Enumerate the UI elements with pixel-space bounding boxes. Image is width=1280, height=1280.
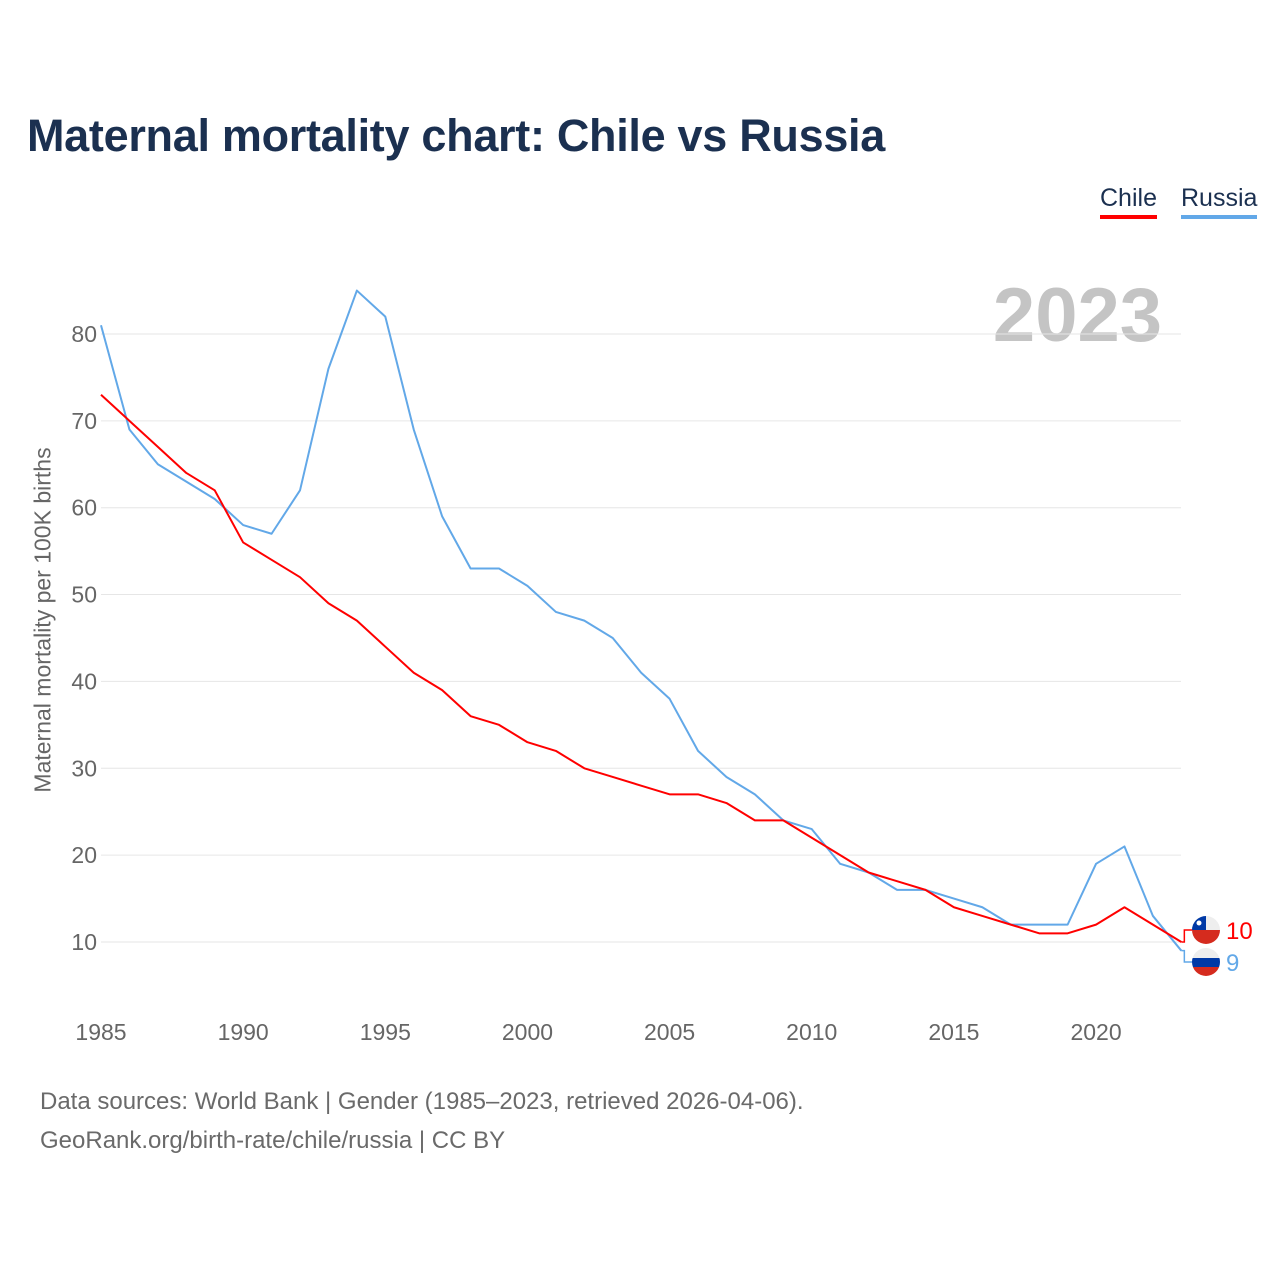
chile-flag-icon	[1192, 916, 1220, 944]
x-tick-label: 2015	[928, 1019, 979, 1045]
y-tick-label: 30	[71, 755, 97, 781]
legend-russia[interactable]: Russia	[1181, 184, 1258, 219]
flag-blue	[1192, 958, 1220, 967]
flag-red	[1192, 967, 1220, 976]
x-tick-label: 1985	[75, 1019, 126, 1045]
x-tick-label: 2020	[1070, 1019, 1121, 1045]
series-line-russia	[100, 289, 1183, 952]
y-tick-label: 70	[71, 408, 97, 434]
x-tick-label: 2010	[786, 1019, 837, 1045]
x-tick-label: 2005	[644, 1019, 695, 1045]
flag-star	[1196, 920, 1202, 926]
y-tick-label: 80	[71, 321, 97, 347]
x-tick-label: 2000	[502, 1019, 553, 1045]
chart-title: Maternal mortality chart: Chile vs Russi…	[27, 110, 885, 161]
flag-white	[1192, 948, 1220, 958]
y-tick-label: 10	[71, 929, 97, 955]
chile-end-value: 10	[1226, 918, 1253, 945]
footer-sources: Data sources: World Bank | Gender (1985–…	[40, 1088, 804, 1115]
x-tick-label: 1990	[218, 1019, 269, 1045]
x-tick-label: 1995	[360, 1019, 411, 1045]
legend-chile[interactable]: Chile	[1100, 184, 1157, 219]
y-tick-label: 20	[71, 842, 97, 868]
y-tick-label: 60	[71, 495, 97, 521]
russia-flag-icon	[1192, 948, 1220, 976]
leader-line	[1181, 949, 1192, 963]
russia-end-value: 9	[1226, 950, 1239, 977]
leader-line	[1181, 929, 1192, 943]
y-tick-label: 40	[71, 668, 97, 694]
year-badge: 2023	[992, 273, 1162, 358]
footer-link[interactable]: GeoRank.org/birth-rate/chile/russia | CC…	[40, 1127, 506, 1154]
y-tick-label: 50	[71, 582, 97, 608]
series-line-chile	[100, 394, 1182, 943]
flag-red	[1192, 930, 1220, 944]
